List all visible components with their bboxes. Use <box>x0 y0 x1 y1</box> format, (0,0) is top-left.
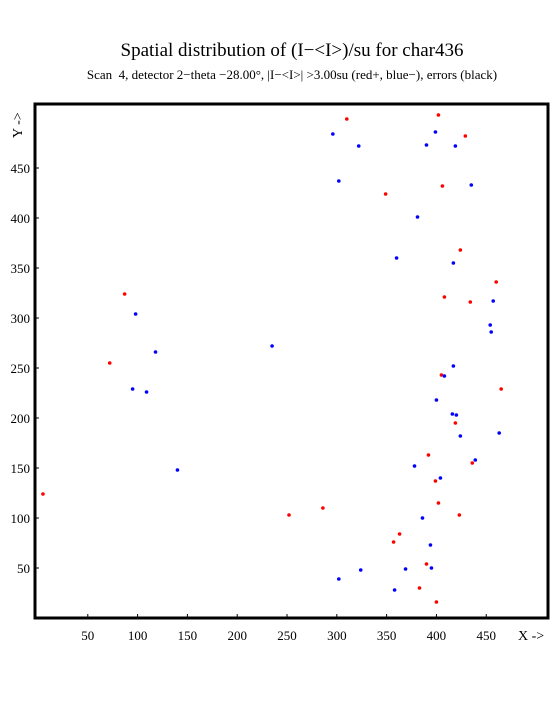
point <box>41 492 45 496</box>
point <box>434 600 439 604</box>
point <box>403 567 408 571</box>
point <box>451 261 456 265</box>
point <box>175 468 180 472</box>
y-axis-label: Y -> <box>11 112 26 138</box>
point <box>358 568 363 572</box>
y-tick-label: 150 <box>11 461 31 476</box>
y-tick-label: 300 <box>11 311 31 326</box>
point <box>497 431 501 435</box>
x-tick-label: 50 <box>81 628 94 643</box>
x-tick-label: 450 <box>476 628 496 643</box>
x-tick-label: 150 <box>178 628 198 643</box>
point <box>107 361 112 365</box>
point <box>337 179 341 183</box>
point <box>491 299 496 303</box>
point <box>420 516 425 520</box>
x-tick-label: 350 <box>377 628 397 643</box>
plot-frame <box>33 102 550 620</box>
point <box>415 215 420 219</box>
point <box>433 130 438 134</box>
chart-subtitle: Scan 4, detector 2−theta −28.00°, |I−<I>… <box>87 67 497 82</box>
point <box>344 117 349 121</box>
point <box>453 421 458 425</box>
x-tick-label: 250 <box>277 628 297 643</box>
x-axis-label: X -> <box>518 629 544 644</box>
y-tick-label: 400 <box>11 211 31 226</box>
point <box>442 374 447 378</box>
point <box>130 387 135 391</box>
y-tick-label: 450 <box>11 161 31 176</box>
point <box>424 143 429 147</box>
point <box>287 513 291 517</box>
point <box>470 461 475 465</box>
point <box>392 588 397 592</box>
point <box>428 543 433 547</box>
point <box>391 540 396 544</box>
point <box>458 434 463 438</box>
point <box>429 566 434 570</box>
point <box>356 144 361 148</box>
point <box>434 398 439 402</box>
point <box>394 256 399 260</box>
chart-title: Spatial distribution of (I−<I>)/su for c… <box>121 40 464 61</box>
point <box>442 295 447 299</box>
point <box>383 192 388 196</box>
y-tick-label: 250 <box>11 361 31 376</box>
x-tick-label: 400 <box>427 628 447 643</box>
point <box>463 134 468 138</box>
point <box>133 312 138 316</box>
point <box>331 132 335 136</box>
point <box>473 458 478 462</box>
point <box>458 248 463 252</box>
point <box>438 476 443 480</box>
point <box>440 184 445 188</box>
point <box>439 373 444 377</box>
point <box>412 464 417 468</box>
point <box>436 501 441 505</box>
x-tick-label: 200 <box>227 628 247 643</box>
point <box>153 350 158 354</box>
point <box>488 323 493 327</box>
point <box>468 300 473 304</box>
y-tick-label: 200 <box>11 411 31 426</box>
point <box>450 412 455 416</box>
point <box>424 562 429 566</box>
point <box>499 387 503 391</box>
y-tick-label: 50 <box>17 561 30 576</box>
point <box>436 113 441 117</box>
point <box>453 144 458 148</box>
point <box>451 364 456 368</box>
point <box>417 586 422 590</box>
point <box>469 183 474 187</box>
point <box>397 532 402 536</box>
y-tick-label: 100 <box>11 511 31 526</box>
point <box>144 390 149 394</box>
point <box>270 344 274 348</box>
point <box>454 413 459 417</box>
point <box>426 453 431 457</box>
x-tick-label: 100 <box>128 628 148 643</box>
point <box>337 577 341 581</box>
point <box>122 292 127 296</box>
point <box>489 330 494 334</box>
y-tick-label: 350 <box>11 261 31 276</box>
point <box>457 513 462 517</box>
point <box>433 479 438 483</box>
x-tick-label: 300 <box>327 628 347 643</box>
point <box>494 280 499 284</box>
point <box>321 506 325 510</box>
